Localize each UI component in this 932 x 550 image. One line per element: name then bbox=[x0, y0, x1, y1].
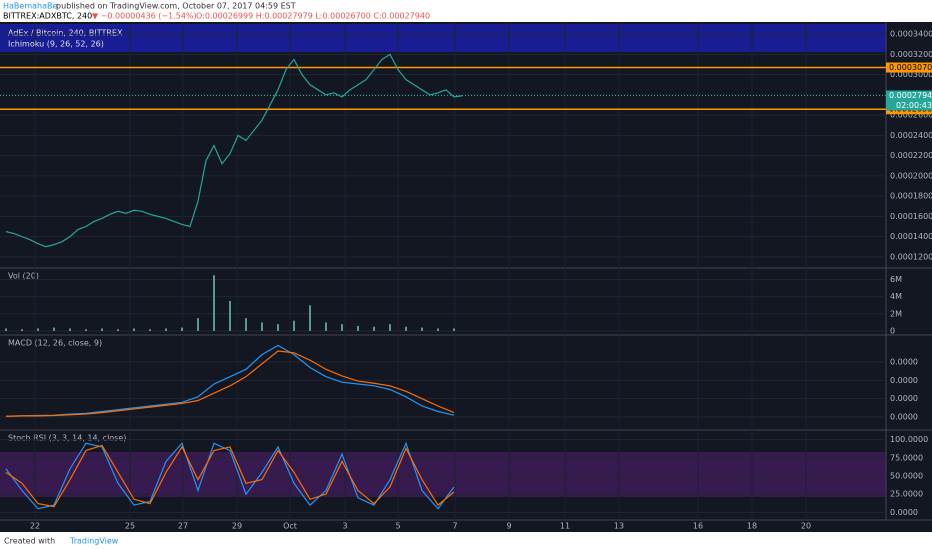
stoch-title: Stoch RSI (3, 3, 14, 14, close) bbox=[8, 434, 126, 443]
volume-bar bbox=[405, 326, 407, 331]
volume-bar bbox=[229, 301, 231, 331]
volume-bar bbox=[69, 328, 71, 331]
y-tick-label: 75.0000 bbox=[890, 453, 923, 462]
stoch-band bbox=[0, 452, 886, 497]
author[interactable]: HaBemahaBe bbox=[3, 2, 57, 11]
x-tick-label: 25 bbox=[125, 522, 135, 531]
stoch-line bbox=[5, 444, 455, 508]
volume-bar bbox=[21, 329, 23, 331]
volume-bar bbox=[389, 324, 391, 331]
footer-bg bbox=[0, 532, 932, 550]
last-badge bbox=[886, 90, 932, 111]
x-tick-label: 11 bbox=[560, 522, 570, 531]
y-tick-label: 0.0000 bbox=[890, 508, 918, 517]
macd-line bbox=[5, 344, 455, 417]
price-line bbox=[5, 53, 463, 248]
x-tick-label: 29 bbox=[232, 522, 242, 531]
chart-bg bbox=[0, 22, 932, 532]
volume-bar bbox=[293, 320, 295, 331]
volume-bar bbox=[245, 318, 247, 331]
last-label: 0.00027940 bbox=[889, 91, 932, 100]
y-tick-label: 0.0000 bbox=[890, 376, 918, 385]
volume-bar bbox=[421, 327, 423, 331]
x-tick-label: 7 bbox=[452, 522, 457, 531]
level-badge bbox=[886, 62, 932, 73]
volume-bar bbox=[373, 326, 375, 331]
volume-bar bbox=[133, 328, 135, 331]
vol-title: Vol (20) bbox=[8, 272, 39, 281]
main-title: AdEx / Bitcoin, 240, BITTREX bbox=[8, 29, 123, 38]
volume-bar bbox=[213, 275, 215, 331]
x-tick-label: 20 bbox=[801, 522, 811, 531]
indicator-title: Ichimoku (9, 26, 52, 26) bbox=[8, 40, 104, 49]
volume-bar bbox=[261, 322, 263, 331]
x-tick-label: 5 bbox=[395, 522, 400, 531]
volume-bar bbox=[197, 318, 199, 331]
y-tick-label: 50.0000 bbox=[890, 472, 923, 481]
y-tick-label: 25.0000 bbox=[890, 490, 923, 499]
volume-bar bbox=[149, 329, 151, 331]
volume-bar bbox=[309, 305, 311, 331]
resistance-zone bbox=[0, 24, 886, 52]
x-tick-label: 3 bbox=[342, 522, 347, 531]
volume-bar bbox=[437, 328, 439, 331]
footer-brand[interactable]: TradingView bbox=[69, 537, 119, 546]
x-tick-label: 22 bbox=[30, 522, 40, 531]
volume-bar bbox=[53, 327, 55, 331]
y-tick-label: 0.0000 bbox=[890, 394, 918, 403]
countdown: 02:00:43 bbox=[896, 101, 932, 110]
volume-bar bbox=[85, 329, 87, 331]
header-bg bbox=[0, 0, 932, 22]
volume-bar bbox=[357, 325, 359, 331]
published: published on TradingView.com, October 07… bbox=[56, 2, 296, 11]
macd-line bbox=[5, 350, 455, 417]
y-tick-label: 0.0000 bbox=[890, 358, 918, 367]
y-tick-label: 6M bbox=[890, 275, 902, 284]
change: ▼ −0.00000436 (−1.54%) bbox=[92, 12, 197, 21]
y-tick-label: 4M bbox=[890, 292, 902, 301]
x-tick-label: 13 bbox=[614, 522, 624, 531]
volume-bar bbox=[181, 327, 183, 331]
y-tick-label: 0.00012000 bbox=[890, 252, 932, 261]
ohlc: O:0.00026999 H:0.00027979 L:0.00026700 C… bbox=[196, 12, 430, 21]
volume-bar bbox=[117, 329, 119, 331]
volume-bar bbox=[341, 324, 343, 331]
y-tick-label: 100.0000 bbox=[890, 435, 928, 444]
stoch-line bbox=[5, 441, 455, 510]
volume-bar bbox=[101, 328, 103, 331]
macd-title: MACD (12, 26, close, 9) bbox=[8, 339, 102, 348]
volume-bar bbox=[165, 328, 167, 331]
x-tick-label: Oct bbox=[283, 522, 297, 531]
x-tick-label: 9 bbox=[506, 522, 511, 531]
y-tick-label: 0.0000 bbox=[890, 413, 918, 422]
x-tick-label: 18 bbox=[747, 522, 757, 531]
volume-bar bbox=[453, 328, 455, 331]
x-tick-label: 27 bbox=[178, 522, 188, 531]
footer-created: Created with bbox=[4, 537, 55, 546]
volume-bar bbox=[37, 328, 39, 331]
volume-bar bbox=[277, 324, 279, 331]
volume-bar bbox=[5, 328, 7, 331]
symbol: BITTREX:ADXBTC, 240 bbox=[3, 12, 92, 21]
y-tick-label: 0 bbox=[890, 327, 895, 336]
volume-bar bbox=[325, 322, 327, 331]
level-label: 0.00030701 bbox=[889, 63, 932, 72]
y-tick-label: 2M bbox=[890, 309, 902, 318]
x-tick-label: 16 bbox=[693, 522, 703, 531]
